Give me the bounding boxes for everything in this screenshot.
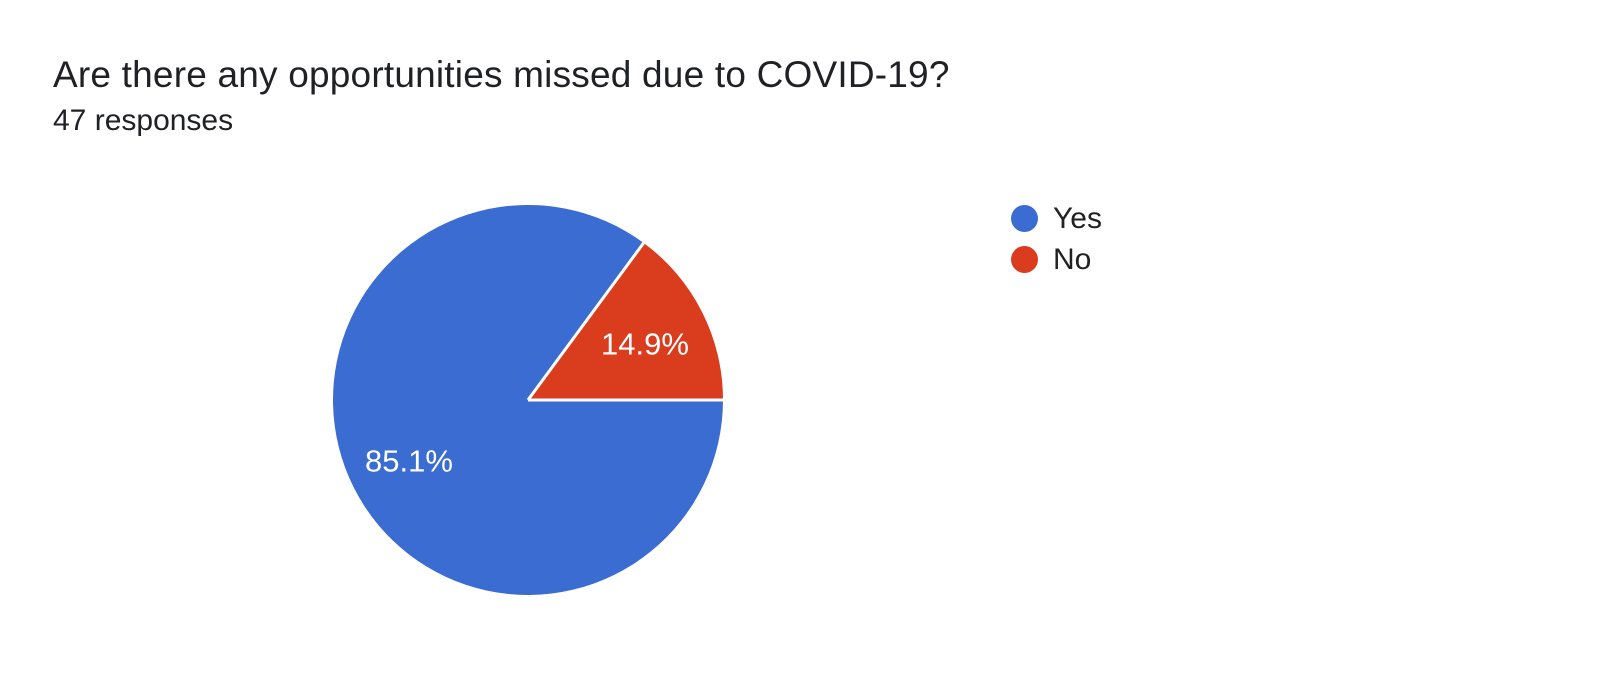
- circle-swatch-icon: [1011, 246, 1038, 273]
- pie-slice-no: [528, 242, 723, 400]
- legend-item-yes: Yes: [1011, 201, 1102, 235]
- response-count: 47 responses: [53, 104, 234, 137]
- pie-chart: 85.1% 14.9%: [328, 200, 728, 600]
- legend-swatch-yes-icon: [1011, 205, 1038, 232]
- legend-swatch-no-icon: [1011, 246, 1038, 273]
- legend: Yes No: [1011, 201, 1102, 287]
- slice-label-no: 14.9%: [601, 327, 689, 362]
- page-title: Are there any opportunities missed due t…: [53, 54, 950, 95]
- legend-label-no: No: [1053, 242, 1092, 276]
- pie-chart-svg: 85.1% 14.9%: [333, 204, 723, 595]
- legend-label-yes: Yes: [1053, 201, 1102, 235]
- slice-label-yes: 85.1%: [365, 444, 453, 479]
- slice-separator: [526, 242, 645, 401]
- circle-swatch-icon: [1011, 205, 1038, 232]
- legend-item-no: No: [1011, 242, 1102, 276]
